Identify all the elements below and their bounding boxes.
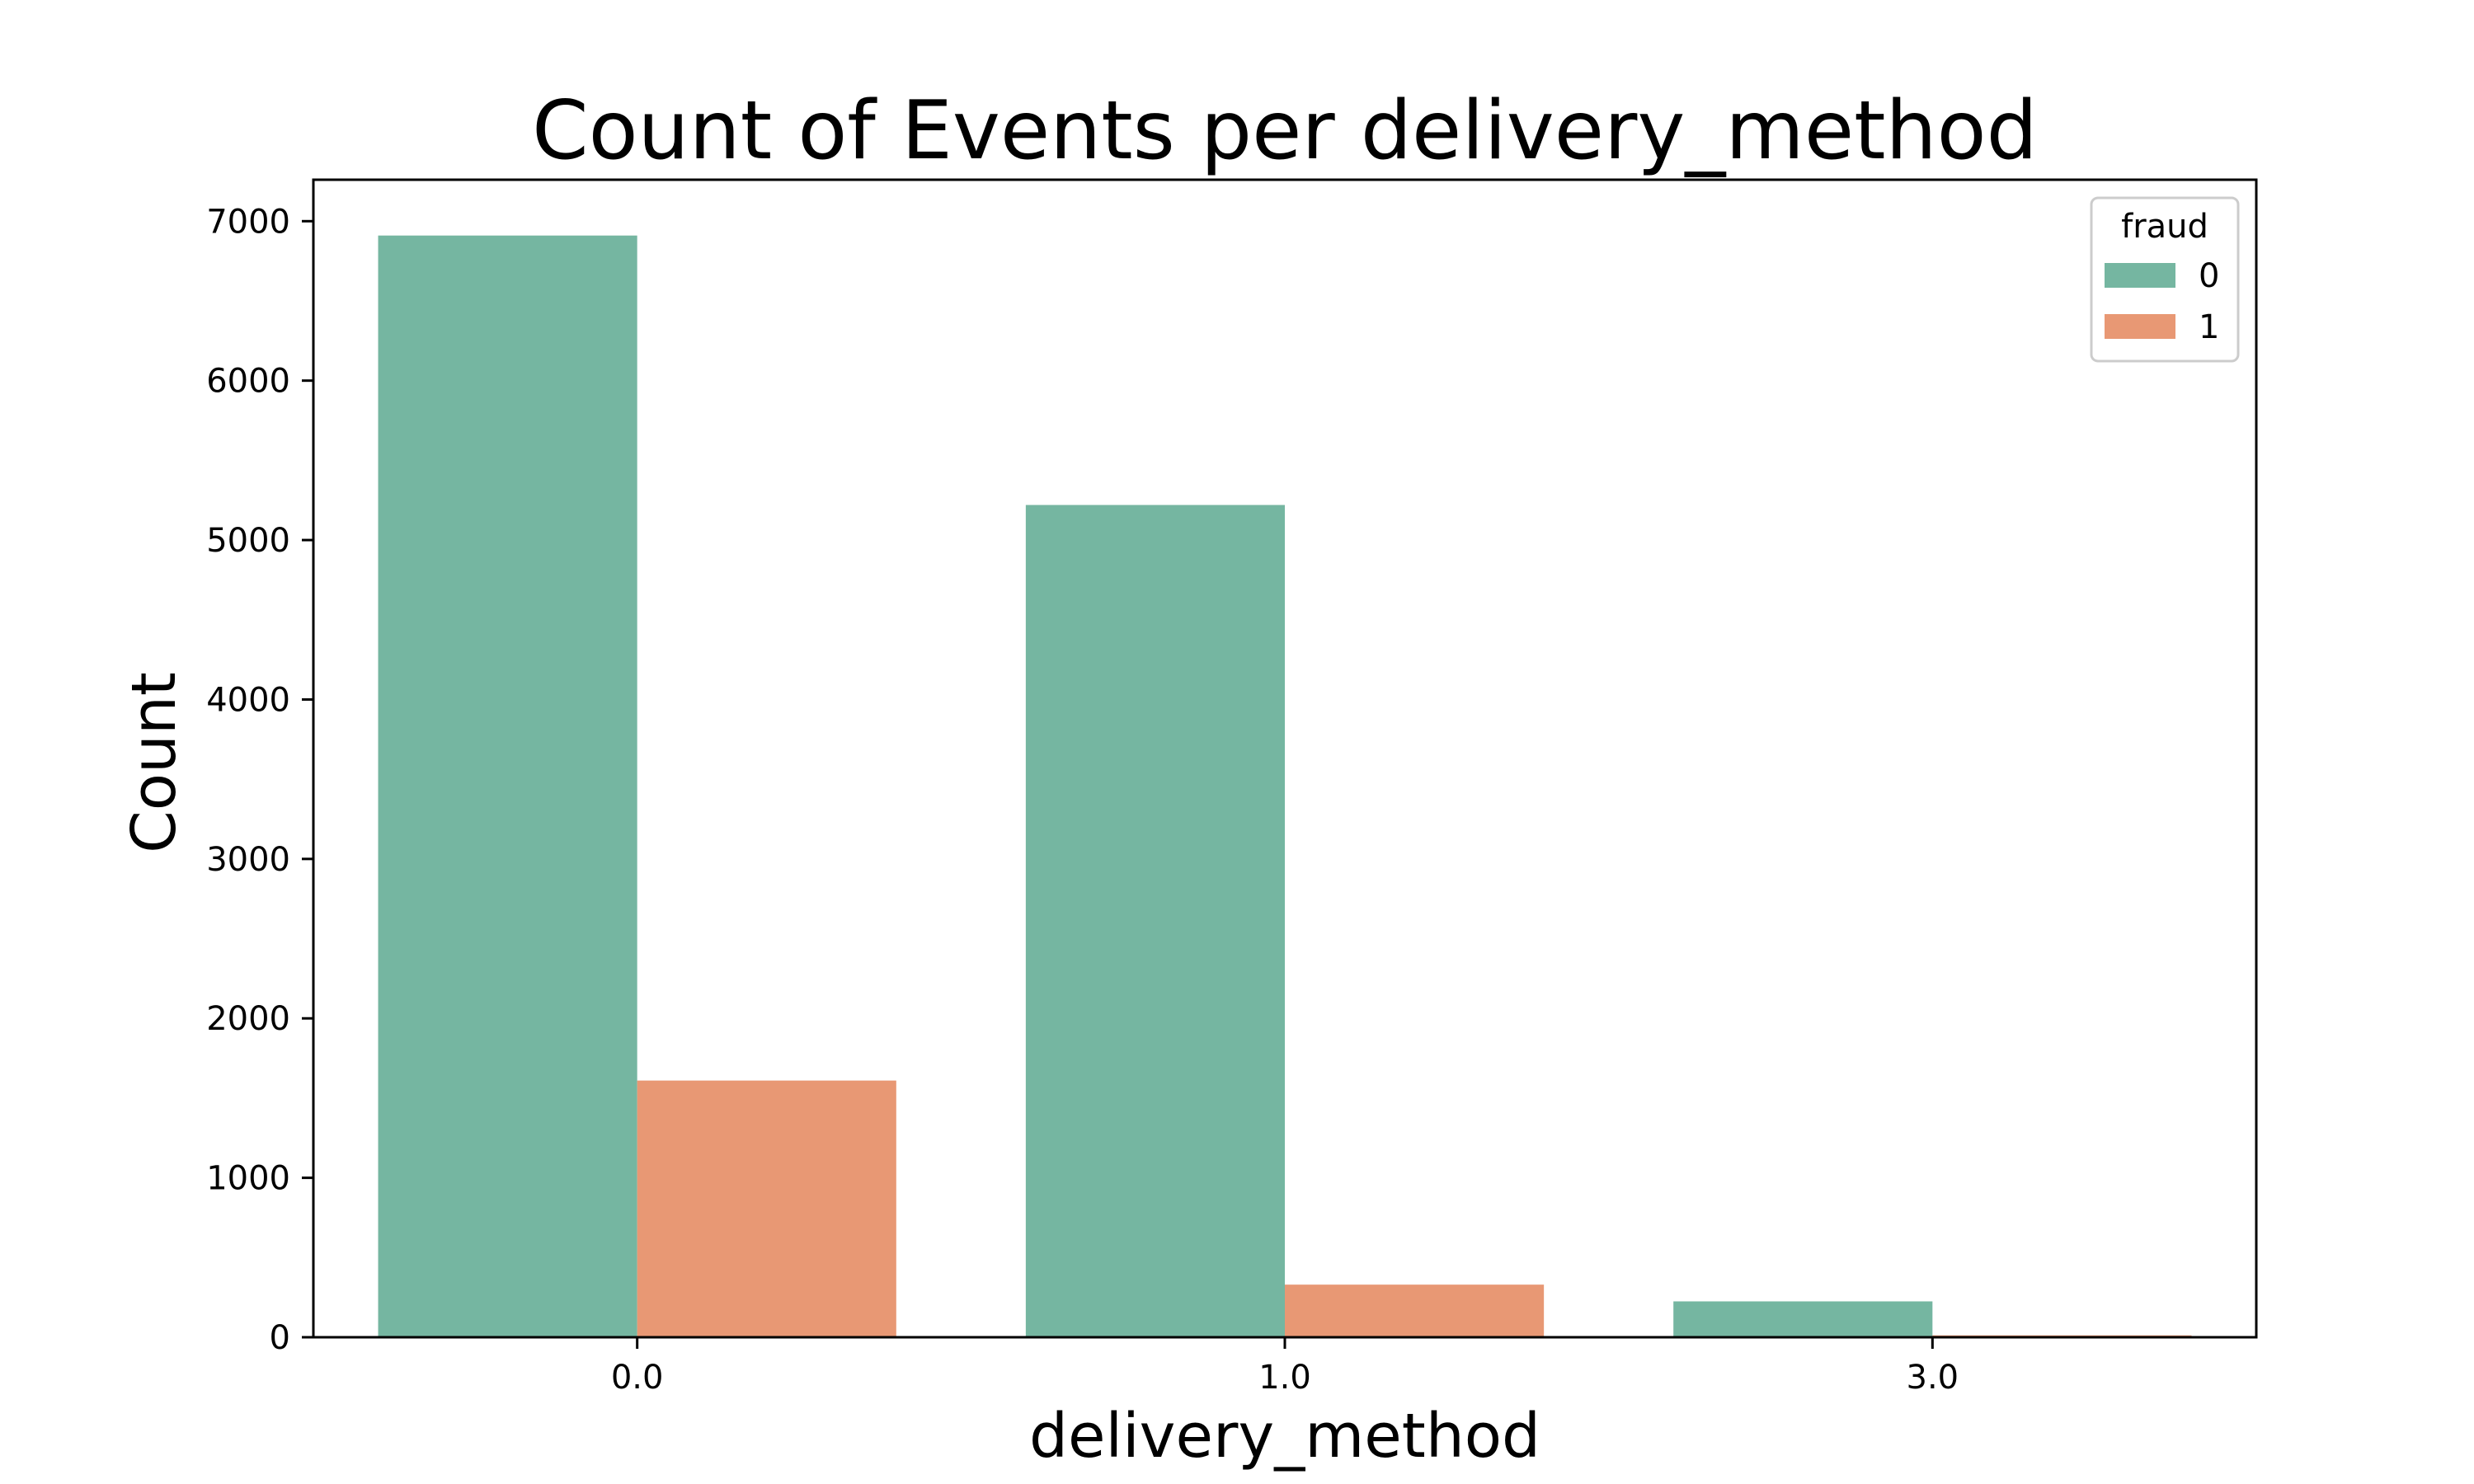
y-axis-label: Count — [119, 672, 190, 853]
legend-label-1: 1 — [2199, 308, 2219, 346]
y-tick-label: 3000 — [206, 841, 290, 879]
y-tick-label: 0 — [270, 1319, 290, 1357]
legend-label-0: 0 — [2199, 257, 2219, 295]
y-tick-label: 6000 — [206, 363, 290, 401]
legend-title: fraud — [2121, 208, 2208, 246]
bar-fraud-0-1.0 — [1025, 505, 1285, 1337]
y-tick-label: 5000 — [206, 522, 290, 560]
y-axis: 0 1000 2000 3000 4000 5000 6000 7000 — [206, 203, 313, 1357]
legend-swatch-0 — [2105, 263, 2175, 288]
x-tick-label: 3.0 — [1907, 1359, 1959, 1397]
legend: fraud 0 1 — [2090, 196, 2240, 363]
x-tick-label: 1.0 — [1258, 1359, 1311, 1397]
x-tick-label: 0.0 — [611, 1359, 664, 1397]
bars-layer — [378, 235, 2192, 1338]
bar-fraud-0-3.0 — [1673, 1301, 1933, 1337]
bar-fraud-1-0.0 — [637, 1080, 896, 1337]
y-tick-label: 7000 — [206, 203, 290, 241]
chart-title: Count of Events per delivery_method — [532, 84, 2038, 178]
x-axis: 0.0 1.0 3.0 — [611, 1337, 1959, 1397]
y-tick-label: 1000 — [206, 1160, 290, 1198]
y-tick-label: 2000 — [206, 1000, 290, 1038]
bar-fraud-1-1.0 — [1285, 1284, 1545, 1337]
bar-fraud-0-0.0 — [378, 235, 637, 1338]
x-axis-label: delivery_method — [1029, 1401, 1540, 1472]
legend-swatch-1 — [2105, 314, 2175, 339]
y-tick-label: 4000 — [206, 681, 290, 719]
